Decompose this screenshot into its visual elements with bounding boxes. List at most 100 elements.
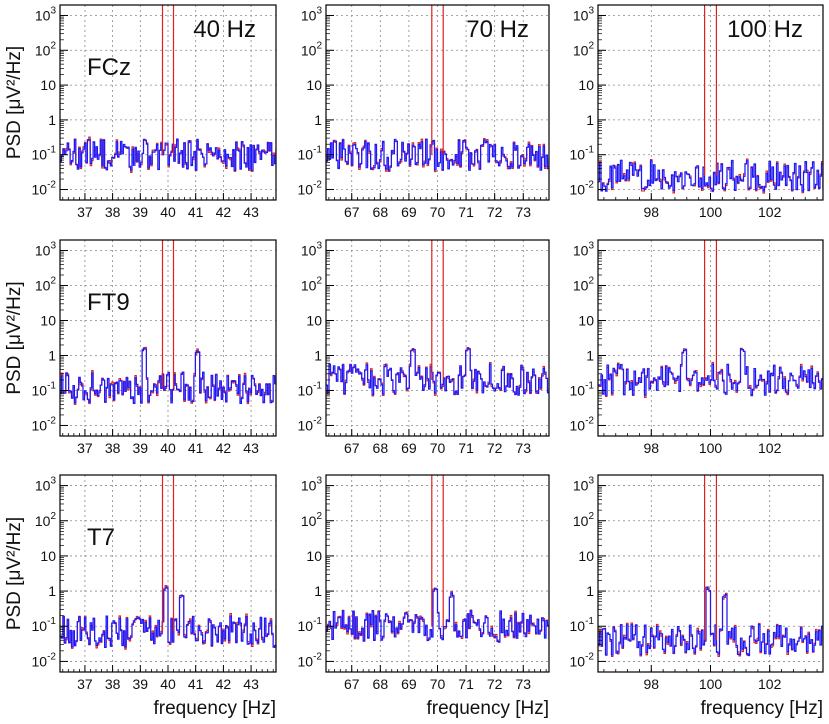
x-tick-label: 71 bbox=[458, 676, 474, 692]
y-tick-label: 1 bbox=[314, 583, 322, 599]
panel-fcz-40hz: 37 38 39 40 41 42 43 10-2 10-1 1 10 102 103 40 Hz FCz P… bbox=[4, 4, 277, 220]
x-tick-label: 98 bbox=[644, 440, 660, 456]
y-tick-label: 102 bbox=[573, 40, 595, 58]
x-tick-label: 73 bbox=[515, 676, 531, 692]
x-tick-label: 72 bbox=[487, 440, 503, 456]
y-tick-label: 10 bbox=[306, 548, 322, 564]
stimulus-peak-line bbox=[161, 5, 175, 155]
y-tick-label: 1 bbox=[48, 583, 56, 599]
x-tick-label: 68 bbox=[373, 204, 389, 220]
x-tick-label: 42 bbox=[216, 440, 232, 456]
column-title: 70 Hz bbox=[466, 16, 529, 43]
y-tick-label: 1 bbox=[314, 347, 322, 363]
y-tick-label: 1 bbox=[314, 112, 322, 128]
panel-ft9-40hz: 37 38 39 40 41 42 43 10-2 10-1 1 10 102 103 FT9 PSD [μ… bbox=[4, 239, 277, 456]
y-tick-label: 103 bbox=[35, 241, 57, 259]
x-tick-label: 41 bbox=[188, 204, 204, 220]
x-tick-label: 39 bbox=[133, 676, 149, 692]
spectrum-blue-line bbox=[598, 348, 823, 397]
x-tick-label: 43 bbox=[243, 440, 259, 456]
stimulus-peak-line bbox=[431, 240, 444, 380]
x-tick-label: 98 bbox=[644, 676, 660, 692]
spectrum-red-line bbox=[326, 347, 549, 397]
y-tick-label: 1 bbox=[586, 347, 594, 363]
panel-ft9-100hz: 98 100 102 10-2 10-1 1 10 102 103 bbox=[570, 239, 824, 456]
y-tick-label: 10-2 bbox=[32, 180, 57, 198]
y-tick-label: 102 bbox=[573, 511, 595, 529]
stimulus-peak-line bbox=[161, 475, 175, 632]
y-axis-label: PSD [μV²/Hz] bbox=[4, 517, 25, 630]
x-tick-label: 70 bbox=[430, 440, 446, 456]
axes-frame bbox=[597, 474, 824, 673]
x-tick-label: 68 bbox=[373, 440, 389, 456]
channel-label: T7 bbox=[87, 524, 115, 551]
x-tick-label: 68 bbox=[373, 676, 389, 692]
x-tick-label: 102 bbox=[758, 440, 782, 456]
x-tick-label: 72 bbox=[487, 204, 503, 220]
x-tick-label: 37 bbox=[77, 676, 93, 692]
y-tick-label: 103 bbox=[301, 5, 323, 23]
x-tick-label: 71 bbox=[458, 440, 474, 456]
x-tick-label: 38 bbox=[105, 204, 121, 220]
y-tick-label: 102 bbox=[35, 276, 57, 294]
x-tick-label: 43 bbox=[243, 204, 259, 220]
y-tick-label: 10 bbox=[40, 77, 56, 93]
x-tick-label: 42 bbox=[216, 204, 232, 220]
x-tick-label: 41 bbox=[188, 440, 204, 456]
y-tick-label: 10-1 bbox=[298, 616, 323, 634]
x-axis-label: frequency [Hz] bbox=[701, 698, 824, 719]
x-tick-label: 69 bbox=[401, 440, 417, 456]
x-tick-label: 40 bbox=[160, 204, 176, 220]
spectrum-blue-line bbox=[598, 159, 823, 192]
panel-ft9-70hz: 67 68 69 70 71 72 73 10-2 10-1 1 10 102 103 bbox=[298, 239, 550, 456]
y-tick-label: 10-1 bbox=[570, 145, 595, 163]
y-tick-label: 10 bbox=[578, 313, 594, 329]
spectrum-blue-line bbox=[60, 138, 276, 171]
y-tick-label: 102 bbox=[301, 276, 323, 294]
x-tick-label: 100 bbox=[699, 440, 723, 456]
panel-t7-100hz: 98 100 102 10-2 10-1 1 10 102 103 frequency [Hz] bbox=[570, 474, 824, 719]
y-axis-label: PSD [μV²/Hz] bbox=[4, 46, 25, 159]
y-tick-label: 103 bbox=[573, 241, 595, 259]
x-tick-label: 70 bbox=[430, 676, 446, 692]
y-tick-label: 10-2 bbox=[570, 651, 595, 669]
x-tick-label: 100 bbox=[699, 676, 723, 692]
y-tick-label: 10 bbox=[40, 313, 56, 329]
y-tick-label: 103 bbox=[301, 241, 323, 259]
x-tick-label: 102 bbox=[758, 676, 782, 692]
y-axis-label: PSD [μV²/Hz] bbox=[4, 281, 25, 394]
x-tick-label: 73 bbox=[515, 204, 531, 220]
stimulus-peak-line bbox=[161, 240, 175, 388]
y-tick-label: 10-2 bbox=[298, 180, 323, 198]
y-tick-label: 103 bbox=[301, 476, 323, 494]
y-tick-label: 10-2 bbox=[298, 415, 323, 433]
panel-fcz-100hz: 98 100 102 10-2 10-1 1 10 102 103 100 Hz bbox=[570, 4, 824, 220]
y-tick-label: 102 bbox=[301, 511, 323, 529]
y-tick-label: 10-1 bbox=[32, 145, 57, 163]
y-tick-label: 103 bbox=[573, 476, 595, 494]
y-tick-label: 102 bbox=[301, 40, 323, 58]
x-tick-label: 42 bbox=[216, 676, 232, 692]
panel-fcz-70hz: 67 68 69 70 71 72 73 10-2 10-1 1 10 102 103 70 Hz bbox=[298, 4, 550, 220]
y-tick-label: 10-2 bbox=[298, 651, 323, 669]
x-tick-label: 39 bbox=[133, 440, 149, 456]
x-tick-label: 40 bbox=[160, 676, 176, 692]
y-tick-label: 10-2 bbox=[570, 180, 595, 198]
x-axis-label: frequency [Hz] bbox=[427, 698, 550, 719]
spectrum-blue-line bbox=[326, 347, 549, 396]
x-tick-label: 38 bbox=[105, 440, 121, 456]
spectrum-blue-line bbox=[598, 586, 823, 657]
y-tick-label: 1 bbox=[586, 583, 594, 599]
x-tick-label: 67 bbox=[344, 204, 360, 220]
y-tick-label: 10 bbox=[306, 77, 322, 93]
column-title: 40 Hz bbox=[193, 16, 256, 43]
x-tick-label: 39 bbox=[133, 204, 149, 220]
y-tick-label: 10-1 bbox=[570, 380, 595, 398]
x-tick-label: 40 bbox=[160, 440, 176, 456]
x-tick-label: 67 bbox=[344, 676, 360, 692]
x-tick-label: 72 bbox=[487, 676, 503, 692]
stimulus-peak-line bbox=[431, 475, 444, 627]
y-tick-label: 103 bbox=[35, 5, 57, 23]
y-tick-label: 102 bbox=[573, 276, 595, 294]
